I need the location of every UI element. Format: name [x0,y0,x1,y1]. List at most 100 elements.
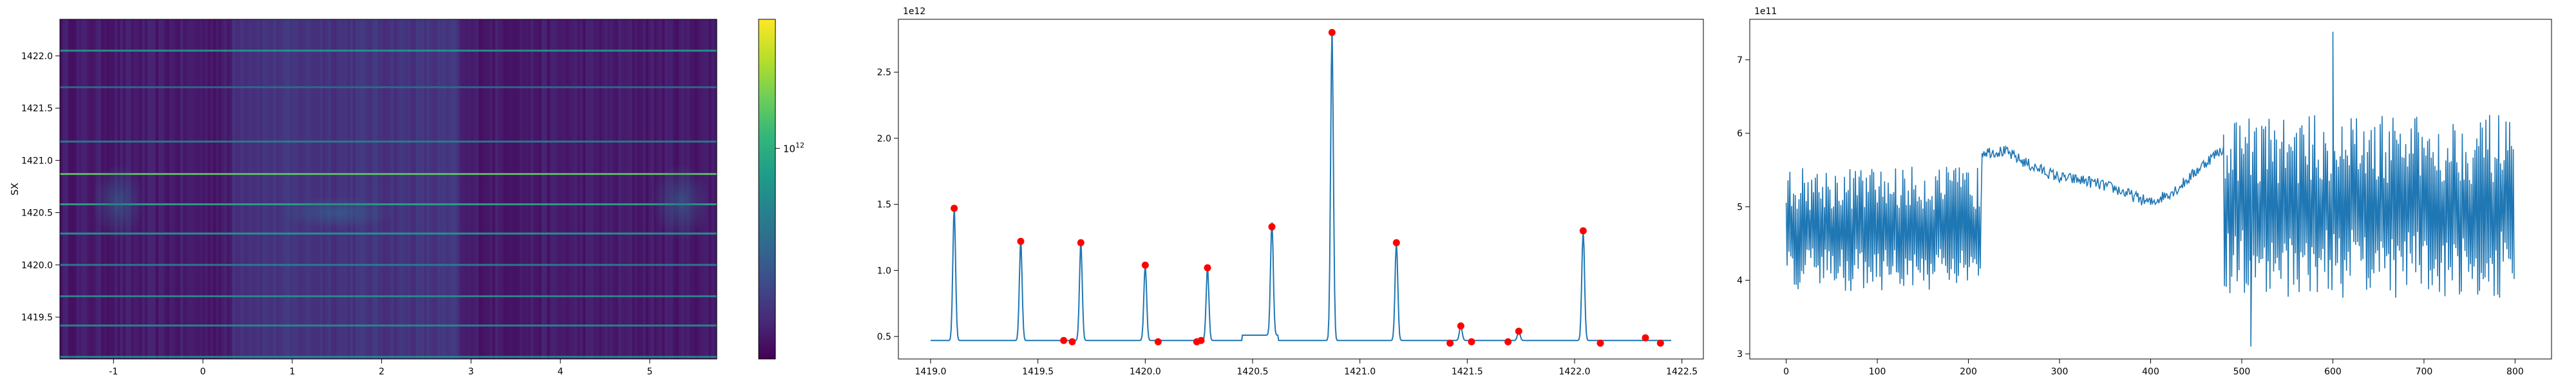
heatmap-column [553,19,556,359]
heatmap-column [621,19,625,359]
heatmap-column [396,19,400,359]
heatmap-column [82,19,85,359]
peaks-frame [898,19,1704,360]
heatmap-column [166,19,170,359]
heatmap-column [341,19,345,359]
heatmap-column [68,19,71,359]
heatmap-column [651,19,654,359]
heatmap-column [580,19,583,359]
peak-marker [1392,239,1400,246]
x-tick-label: 700 [2416,367,2433,377]
heatmap-column [60,19,63,359]
heatmap-cells [60,19,717,359]
heatmap-column [218,19,222,359]
heatmap-column [76,19,80,359]
heatmap-column [65,19,69,359]
colorbar-tick-exponent: 12 [795,142,804,150]
x-tick-label: 3 [468,367,474,377]
peak-marker [1504,338,1512,345]
heatmap-column [281,19,285,359]
heatmap-column [369,19,373,359]
heatmap-column [260,19,263,359]
heatmap-bright-row [60,140,717,143]
heatmap-column [544,19,548,359]
heatmap-column [323,19,326,359]
heatmap-column [566,19,570,359]
peaks-offset-label: 1e12 [903,6,925,17]
colorbar [758,19,776,360]
heatmap-column [207,19,211,359]
heatmap-column [435,19,439,359]
heatmap-column [714,19,717,359]
x-tick-label: 800 [2506,367,2524,377]
heatmap-column [298,19,301,359]
heatmap-column [372,19,375,359]
x-tick-label: 1 [289,367,295,377]
x-tick-label: 1420.5 [1237,367,1269,377]
y-tick-label: 4 [1737,276,1743,286]
heatmap-column [407,19,411,359]
heatmap-column [314,19,318,359]
heatmap-column [243,19,247,359]
heatmap-column [643,19,647,359]
heatmap-column [276,19,279,359]
heatmap-column [191,19,194,359]
heatmap-column [498,19,501,359]
y-tick-label: 1.0 [877,266,891,276]
x-tick-label: 1422.0 [1559,367,1591,377]
heatmap-column [330,19,334,359]
heatmap-column [251,19,255,359]
heatmap-bright-row [60,324,717,327]
heatmap-column [227,19,231,359]
heatmap-column [593,19,597,359]
heatmap-column [577,19,581,359]
heatmap-column [221,19,225,359]
heatmap-column [538,19,542,359]
heatmap-column [175,19,178,359]
heatmap-column [62,19,66,359]
y-tick-label: 1422.0 [21,51,53,62]
heatmap-column [229,19,233,359]
x-tick-label: 600 [2324,367,2342,377]
heatmap-column [601,19,605,359]
y-tick-label: 1419.5 [21,313,53,323]
heatmap-y-label: SX [9,183,21,196]
peak-marker [1457,322,1464,330]
heatmap-column [404,19,408,359]
heatmap-column [640,19,643,359]
x-tick-label: 500 [2233,367,2251,377]
heatmap-column [270,19,274,359]
heatmap-column [547,19,551,359]
heatmap-column [440,19,444,359]
heatmap-column [610,19,614,359]
peak-marker [1077,239,1084,246]
heatmap-column [268,19,271,359]
heatmap-column [489,19,493,359]
heatmap-column [413,19,417,359]
heatmap-column [637,19,641,359]
x-tick-label: -1 [109,367,118,377]
heatmap-column [711,19,715,359]
heatmap-column [202,19,205,359]
heatmap-column [380,19,384,359]
heatmap-blob [279,196,395,229]
heatmap-bright-row [60,264,717,266]
colorbar-tick-label: 1012 [783,142,804,155]
heatmap-column [273,19,277,359]
peak-marker [1642,334,1649,342]
heatmap-column [246,19,249,359]
y-tick-label: 1420.5 [21,208,53,219]
heatmap-column [185,19,189,359]
heatmap-column [265,19,269,359]
x-tick-label: 5 [647,367,652,377]
heatmap-column [347,19,351,359]
heatmap-column [470,19,474,359]
x-tick-label: 1419.5 [1022,367,1054,377]
y-tick-label: 2.0 [877,134,891,144]
y-tick-label: 0.5 [877,332,891,342]
y-tick-label: 3 [1737,349,1743,360]
heatmap-column [533,19,537,359]
heatmap-column [306,19,310,359]
heatmap-bright-row [60,232,717,235]
peak-marker [1141,261,1149,269]
